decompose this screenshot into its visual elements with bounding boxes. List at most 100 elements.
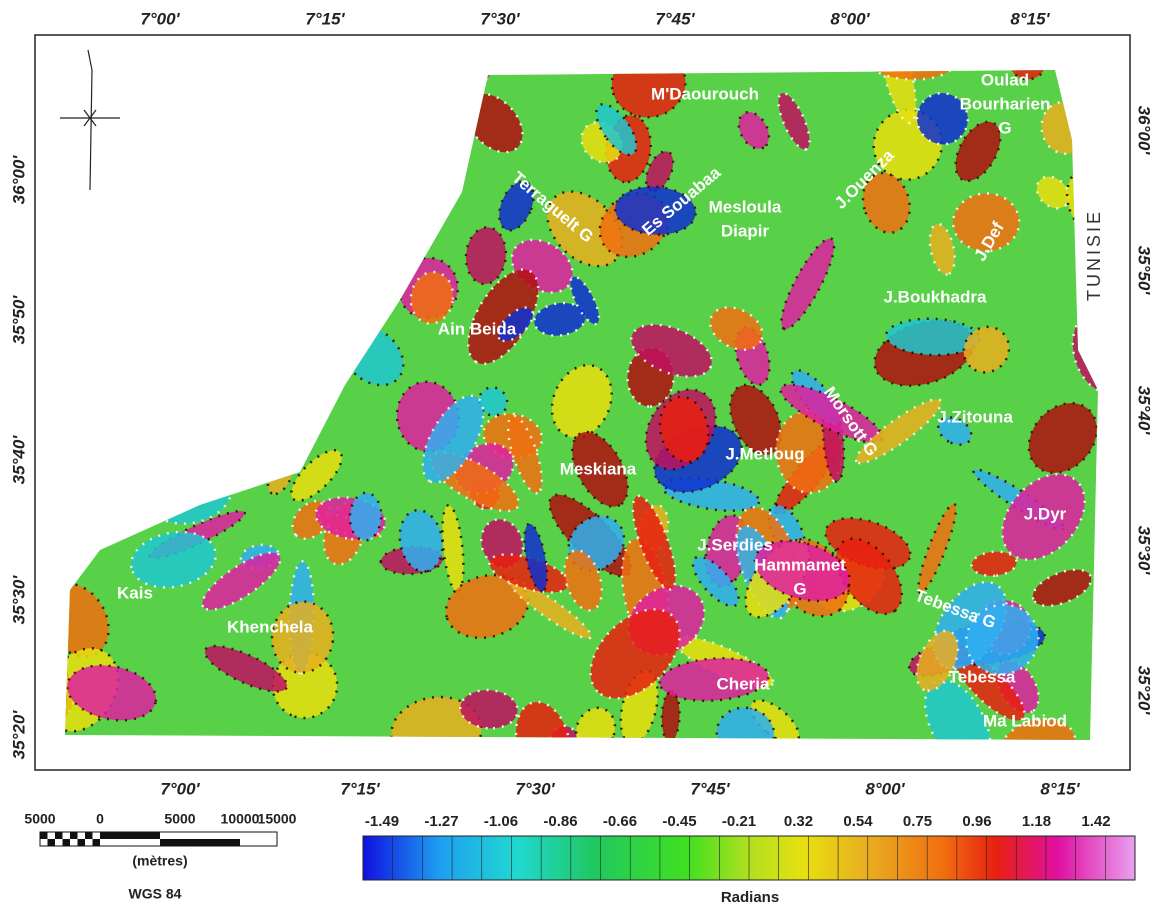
- place-name: Diapir: [721, 221, 770, 240]
- scale-segment: [78, 839, 86, 846]
- scale-segment: [70, 832, 78, 839]
- colorbar-tick-label: 0.96: [962, 813, 991, 830]
- place-name: Khenchela: [227, 617, 314, 636]
- scale-segment: [40, 832, 48, 839]
- place-name: Oulad: [981, 70, 1029, 89]
- longitude-label: 8°00': [830, 9, 870, 28]
- scale-label: 0: [96, 811, 104, 827]
- colorbar-tick-label: -0.21: [722, 813, 756, 830]
- scale-unit: (mètres): [132, 853, 187, 869]
- scale-segment: [100, 832, 160, 839]
- anomaly: [81, 179, 201, 303]
- scale-segment: [93, 839, 101, 846]
- anomaly: [90, 284, 145, 341]
- colorbar-title: Radians: [721, 889, 779, 906]
- anomaly: [83, 143, 115, 166]
- place-name: J.Serdies: [697, 535, 773, 554]
- scale-label: 10000: [221, 811, 260, 827]
- anomaly: [121, 321, 163, 361]
- anomaly: [242, 191, 295, 262]
- anomaly: [113, 219, 191, 298]
- scale-segment: [85, 832, 93, 839]
- anomaly: [181, 161, 303, 252]
- datum-label: WGS 84: [129, 886, 182, 902]
- colorbar-tick-label: 1.18: [1022, 813, 1051, 830]
- place-name: J.Zitouna: [937, 407, 1013, 426]
- anomaly: [90, 60, 146, 121]
- anomaly: [83, 206, 145, 284]
- latitude-label: 35°40': [9, 435, 28, 485]
- scale-segment: [55, 832, 63, 839]
- anomaly: [25, 451, 98, 520]
- scale-label: 5000: [164, 811, 195, 827]
- anomaly: [393, 72, 478, 157]
- place-name: J.Boukhadra: [884, 287, 988, 306]
- place-name: G: [998, 118, 1011, 137]
- place-name: M'Daourouch: [651, 84, 759, 103]
- latitude-label: 35°50': [1135, 246, 1154, 296]
- longitude-label: 8°00': [865, 779, 905, 798]
- anomaly: [266, 282, 347, 396]
- place-name: Meskiana: [560, 459, 637, 478]
- north-arrow: [60, 50, 120, 190]
- colorbar-tick-label: -1.27: [424, 813, 458, 830]
- longitude-label: 7°45': [655, 9, 695, 28]
- latitude-label: 35°30': [9, 575, 28, 625]
- longitude-label: 8°15': [1040, 779, 1080, 798]
- longitude-label: 7°30': [515, 779, 555, 798]
- anomaly: [308, 121, 391, 204]
- place-name: Mesloula: [709, 197, 782, 216]
- anomaly: [100, 151, 172, 218]
- colorbar-tick-label: 0.75: [903, 813, 932, 830]
- anomaly: [231, 269, 345, 352]
- anomaly: [171, 350, 252, 400]
- place-name: Ain Beida: [438, 319, 517, 338]
- longitude-label: 7°30': [480, 9, 520, 28]
- colorbar-tick-label: -0.45: [662, 813, 696, 830]
- anomaly: [1083, 65, 1125, 107]
- anomaly: [107, 281, 166, 350]
- longitude-label: 7°15': [305, 9, 345, 28]
- place-name: J.Dyr: [1024, 504, 1067, 523]
- country-label: TUNISIE: [1084, 209, 1104, 301]
- longitude-label: 8°15': [1010, 9, 1050, 28]
- place-name: Bourharien: [960, 94, 1051, 113]
- place-name: Ma Labiod: [983, 711, 1067, 730]
- latitude-label: 35°20': [9, 710, 28, 760]
- place-name: Tebessa: [949, 667, 1016, 686]
- colorbar-tick-label: -1.49: [365, 813, 399, 830]
- longitude-label: 7°45': [690, 779, 730, 798]
- longitude-label: 7°00': [160, 779, 200, 798]
- place-name: Hammamet: [754, 555, 846, 574]
- longitude-label: 7°00': [140, 9, 180, 28]
- colorbar-tick-label: 0.54: [843, 813, 873, 830]
- longitude-label: 7°15': [340, 779, 380, 798]
- scale-label: 5000: [24, 811, 55, 827]
- latitude-label: 35°50': [9, 295, 28, 345]
- anomaly: [23, 178, 112, 245]
- colorbar-tick-label: 0.32: [784, 813, 813, 830]
- anomaly: [42, 105, 159, 199]
- anomaly: [78, 496, 114, 541]
- anomaly: [43, 381, 82, 450]
- colorbar-tick-label: -0.66: [603, 813, 637, 830]
- map-figure: 7°00' 7°15' 7°30' 7°45' 8°00' 8°15' 7°00' 7°15'…: [0, 0, 1155, 907]
- anomaly: [127, 53, 203, 129]
- anomaly: [32, 52, 117, 124]
- latitude-label: 36°00': [1135, 106, 1154, 156]
- latitude-label: 35°30': [1135, 526, 1154, 576]
- anomaly: [54, 229, 120, 303]
- colorbar-tick-label: 1.42: [1081, 813, 1110, 830]
- anomaly: [286, 155, 346, 194]
- latitude-label: 36°00': [9, 155, 28, 205]
- scale-label: 15000: [258, 811, 297, 827]
- scale-segment: [63, 839, 71, 846]
- scale-segment: [160, 839, 240, 846]
- anomaly: [52, 325, 150, 409]
- latitude-label: 35°40': [1135, 386, 1154, 436]
- scale-segment: [48, 839, 56, 846]
- colorbar-tick-label: -1.06: [484, 813, 518, 830]
- place-name: J.Metloug: [725, 444, 804, 463]
- place-name: G: [793, 579, 806, 598]
- place-name: Kais: [117, 583, 153, 602]
